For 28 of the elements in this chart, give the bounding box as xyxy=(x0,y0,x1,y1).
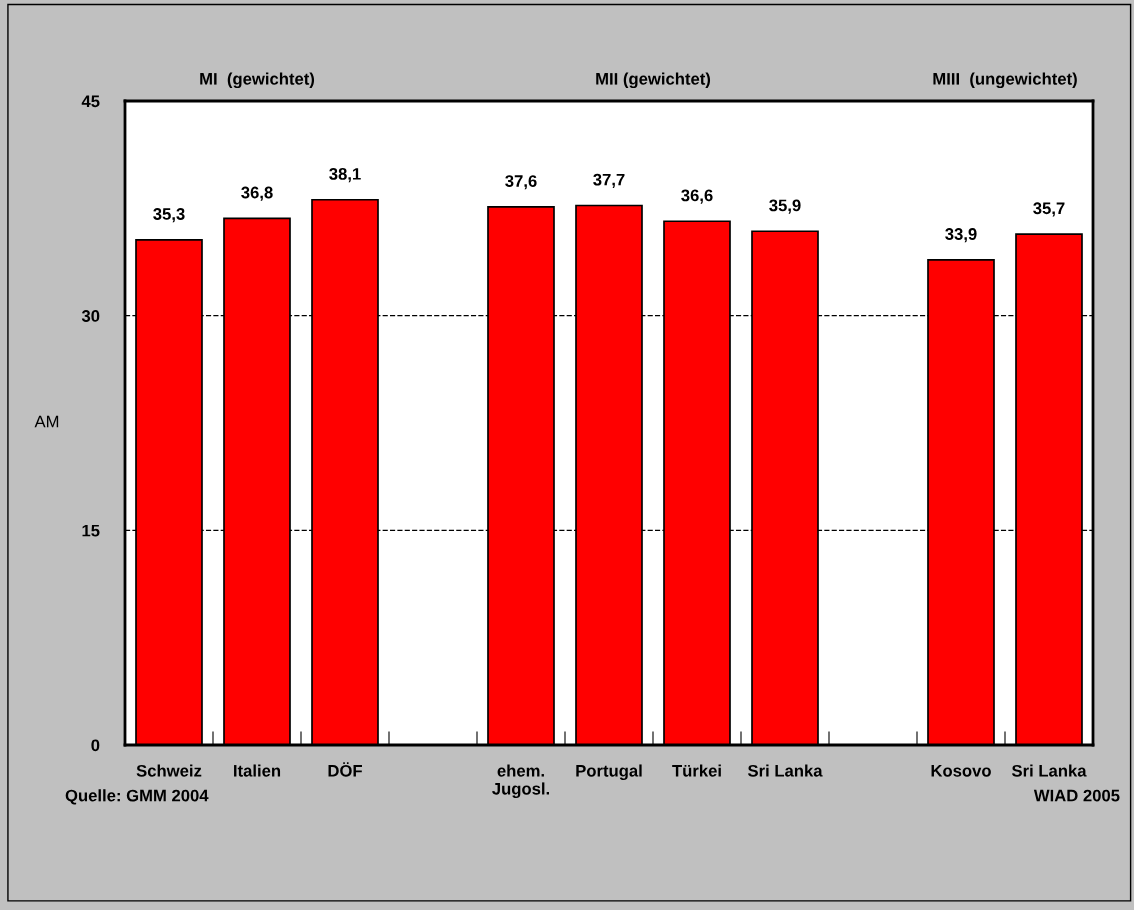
y-tick-label: 45 xyxy=(81,95,100,108)
data-label: 33,9 xyxy=(945,228,977,243)
y-tick-label: 15 xyxy=(82,524,100,537)
text: MII (gewichtet) xyxy=(596,72,711,89)
x-tick-label: Portugal xyxy=(576,764,642,781)
data-label: 37,7 xyxy=(593,173,625,188)
x-tick-label: Kosovo xyxy=(931,765,991,777)
x-tick-label: Sri Lanka xyxy=(1011,764,1087,777)
x-tick-label: Schweiz xyxy=(136,764,202,777)
x-tick-label: Türkei xyxy=(672,764,721,777)
x-tick-label: Italien xyxy=(234,764,281,777)
data-label: 37,6 xyxy=(505,175,537,190)
data-label: 35,7 xyxy=(1033,202,1065,217)
y-axis-title: AM xyxy=(34,415,59,428)
text: MIII (ungewichtet) xyxy=(933,72,1077,89)
x-tick-label: DÖF xyxy=(328,762,362,777)
data-label: 35,3 xyxy=(153,208,185,223)
data-label: 38,1 xyxy=(329,167,361,183)
data-label: 36,6 xyxy=(681,189,713,204)
data-label: 36,8 xyxy=(241,186,273,201)
x-tick-label: ehem. Jugosl. xyxy=(492,764,550,799)
text: WIAD 2005 xyxy=(1033,789,1120,802)
source-note: Quelle: GMM 2004 xyxy=(65,789,209,805)
x-tick-label: Sri Lanka xyxy=(747,764,823,777)
data-label: 35,9 xyxy=(769,199,801,214)
y-tick-label: 0 xyxy=(91,739,100,752)
y-tick-label: 30 xyxy=(81,310,100,322)
text: MI (gewichtet) xyxy=(200,72,315,89)
